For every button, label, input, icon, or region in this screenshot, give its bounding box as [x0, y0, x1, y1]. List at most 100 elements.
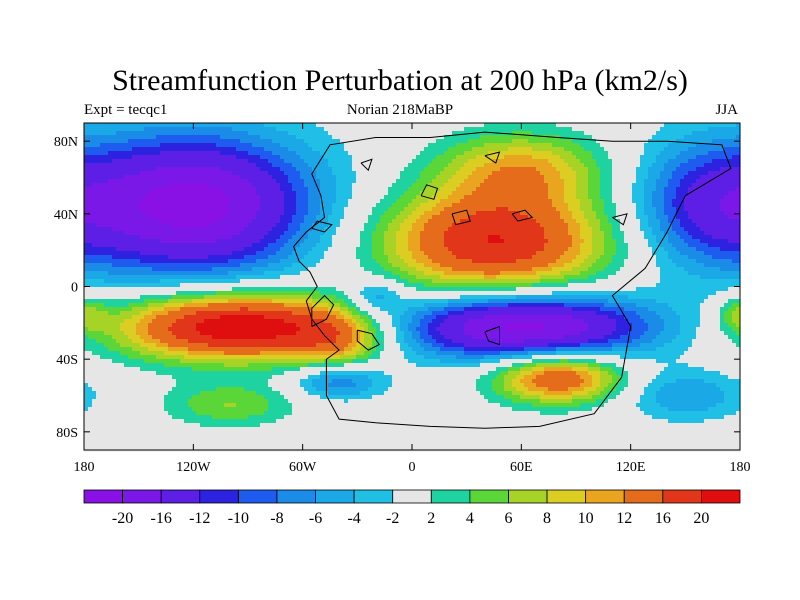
contour-cell [656, 159, 661, 164]
contour-cell [460, 191, 465, 196]
contour-cell [176, 223, 181, 228]
contour-cell [632, 155, 637, 160]
contour-cell [716, 239, 721, 244]
contour-cell [124, 183, 129, 188]
contour-cell [728, 227, 733, 232]
contour-cell [348, 123, 353, 128]
contour-cell [484, 203, 489, 208]
contour-cell [340, 159, 345, 164]
contour-cell [88, 195, 93, 200]
contour-cell [640, 215, 645, 220]
contour-cell [544, 167, 549, 172]
contour-cell [572, 171, 577, 176]
contour-cell [220, 123, 225, 128]
contour-cell [208, 179, 213, 184]
contour-cell [328, 171, 333, 176]
contour-cell [496, 195, 501, 200]
contour-cell [724, 211, 729, 216]
contour-cell [404, 151, 409, 156]
contour-cell [300, 159, 305, 164]
contour-cell [736, 163, 741, 168]
contour-cell [564, 215, 569, 220]
contour-cell [292, 231, 297, 236]
contour-cell [620, 231, 625, 236]
contour-cell [384, 239, 389, 244]
contour-cell [236, 211, 241, 216]
contour-cell [84, 167, 89, 172]
contour-cell [160, 223, 165, 228]
contour-cell [504, 215, 509, 220]
contour-cell [192, 195, 197, 200]
contour-cell [568, 195, 573, 200]
contour-cell [616, 187, 621, 192]
contour-cell [88, 215, 93, 220]
contour-cell [136, 139, 141, 144]
contour-cell [404, 167, 409, 172]
contour-cell [472, 231, 477, 236]
contour-cell [168, 167, 173, 172]
contour-cell [504, 159, 509, 164]
contour-cell [516, 187, 521, 192]
contour-cell [248, 243, 253, 248]
contour-cell [640, 123, 645, 128]
contour-cell [504, 207, 509, 212]
contour-cell [468, 135, 473, 140]
contour-cell [116, 207, 121, 212]
contour-cell [220, 243, 225, 248]
contour-cell [244, 195, 249, 200]
contour-cell [652, 183, 657, 188]
contour-cell [532, 175, 537, 180]
contour-cell [140, 167, 145, 172]
contour-cell [512, 175, 517, 180]
contour-cell [164, 243, 169, 248]
contour-cell [128, 187, 133, 192]
contour-cell [168, 215, 173, 220]
contour-cell [312, 135, 317, 140]
contour-cell [428, 147, 433, 152]
contour-cell [116, 187, 121, 192]
contour-cell [308, 235, 313, 240]
contour-cell [440, 215, 445, 220]
contour-cell [508, 175, 513, 180]
contour-cell [304, 223, 309, 228]
contour-cell [124, 139, 129, 144]
contour-cell [284, 131, 289, 136]
contour-cell [112, 175, 117, 180]
contour-cell [636, 191, 641, 196]
contour-cell [600, 123, 605, 128]
contour-cell [320, 195, 325, 200]
contour-cell [180, 187, 185, 192]
contour-cell [604, 215, 609, 220]
contour-cell [312, 175, 317, 180]
contour-cell [152, 151, 157, 156]
contour-cell [276, 147, 281, 152]
contour-cell [464, 231, 469, 236]
contour-cell [116, 171, 121, 176]
contour-cell [684, 227, 689, 232]
contour-cell [200, 243, 205, 248]
contour-cell [612, 195, 617, 200]
contour-cell [576, 135, 581, 140]
contour-cell [484, 235, 489, 240]
contour-cell [180, 207, 185, 212]
contour-cell [268, 239, 273, 244]
contour-cell [280, 163, 285, 168]
contour-cell [572, 167, 577, 172]
contour-cell [548, 183, 553, 188]
contour-cell [396, 227, 401, 232]
contour-cell [356, 191, 361, 196]
contour-cell [532, 191, 537, 196]
contour-cell [636, 175, 641, 180]
contour-cell [148, 183, 153, 188]
contour-cell [360, 215, 365, 220]
contour-cell [540, 231, 545, 236]
contour-cell [380, 187, 385, 192]
contour-cell [520, 131, 525, 136]
contour-cell [736, 151, 741, 156]
contour-cell [608, 235, 613, 240]
contour-cell [632, 131, 637, 136]
contour-cell [100, 199, 105, 204]
contour-cell [556, 175, 561, 180]
contour-cell [688, 227, 693, 232]
contour-cell [108, 139, 113, 144]
